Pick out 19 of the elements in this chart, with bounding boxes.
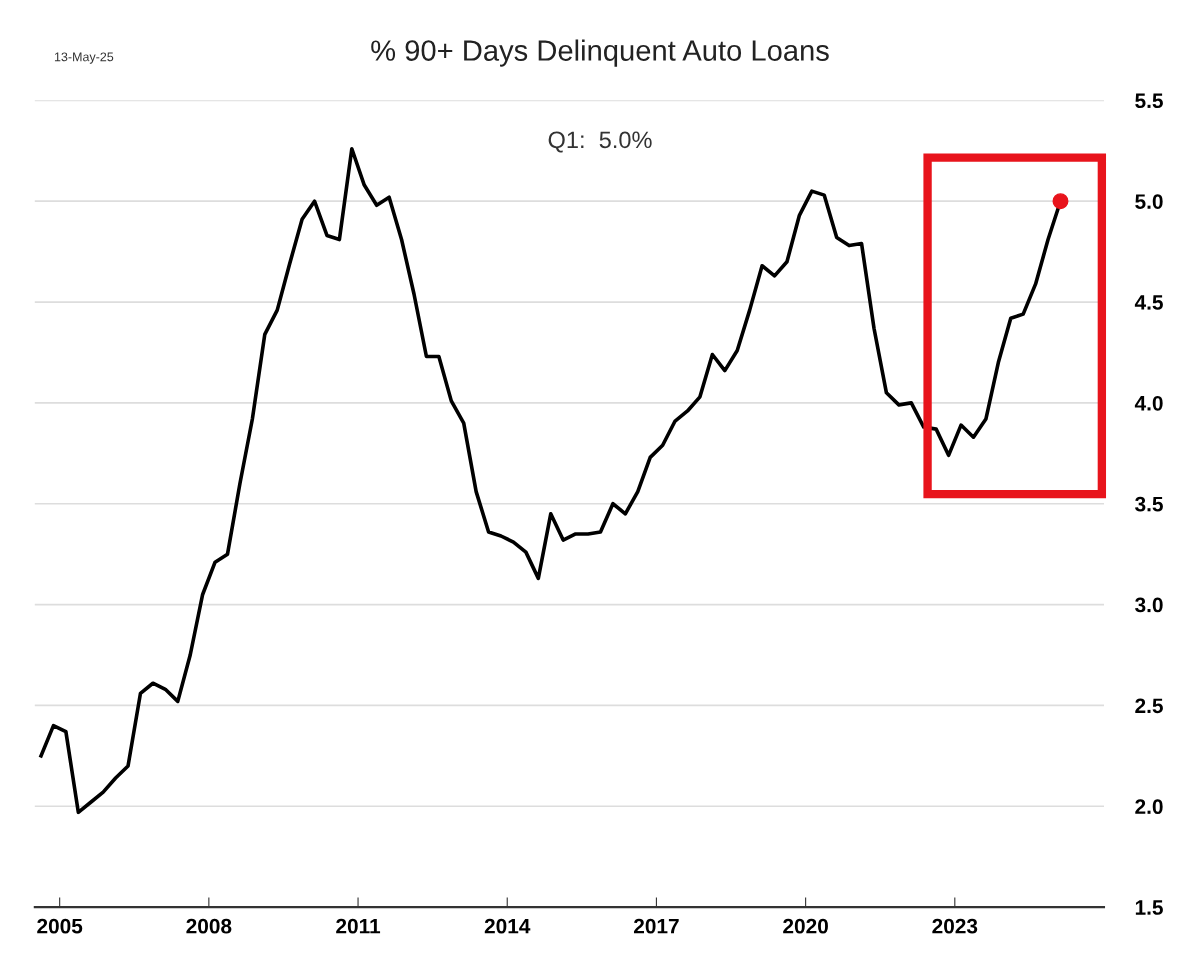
y-tick-label: 3.5 xyxy=(1135,496,1163,512)
y-tick-label: 4.0 xyxy=(1134,395,1163,411)
x-tick-label: 2008 xyxy=(186,918,232,934)
x-tick-label: 2014 xyxy=(484,918,531,934)
chart-title: % 90+ Days Delinquent Auto Loans xyxy=(371,39,829,67)
annotation: Q1: 5.0% xyxy=(548,131,652,153)
x-tick-label: 2017 xyxy=(633,918,679,934)
text: 13-May-25 xyxy=(54,52,114,64)
x-tick-label: 2005 xyxy=(37,918,83,934)
y-tick-label: 5.0 xyxy=(1135,194,1163,209)
y-tick-label: 2.5 xyxy=(1135,698,1163,714)
y-tick-label: 3.0 xyxy=(1135,597,1163,613)
y-tick-label: 5.5 xyxy=(1135,93,1163,109)
y-tick-label: 2.0 xyxy=(1135,799,1163,815)
x-tick-label: 2023 xyxy=(932,918,978,934)
x-tick-label: 2011 xyxy=(336,918,381,934)
y-tick-label: 4.5 xyxy=(1134,295,1163,310)
y-tick-label: 1.5 xyxy=(1135,900,1163,915)
x-tick-label: 2020 xyxy=(783,918,828,934)
